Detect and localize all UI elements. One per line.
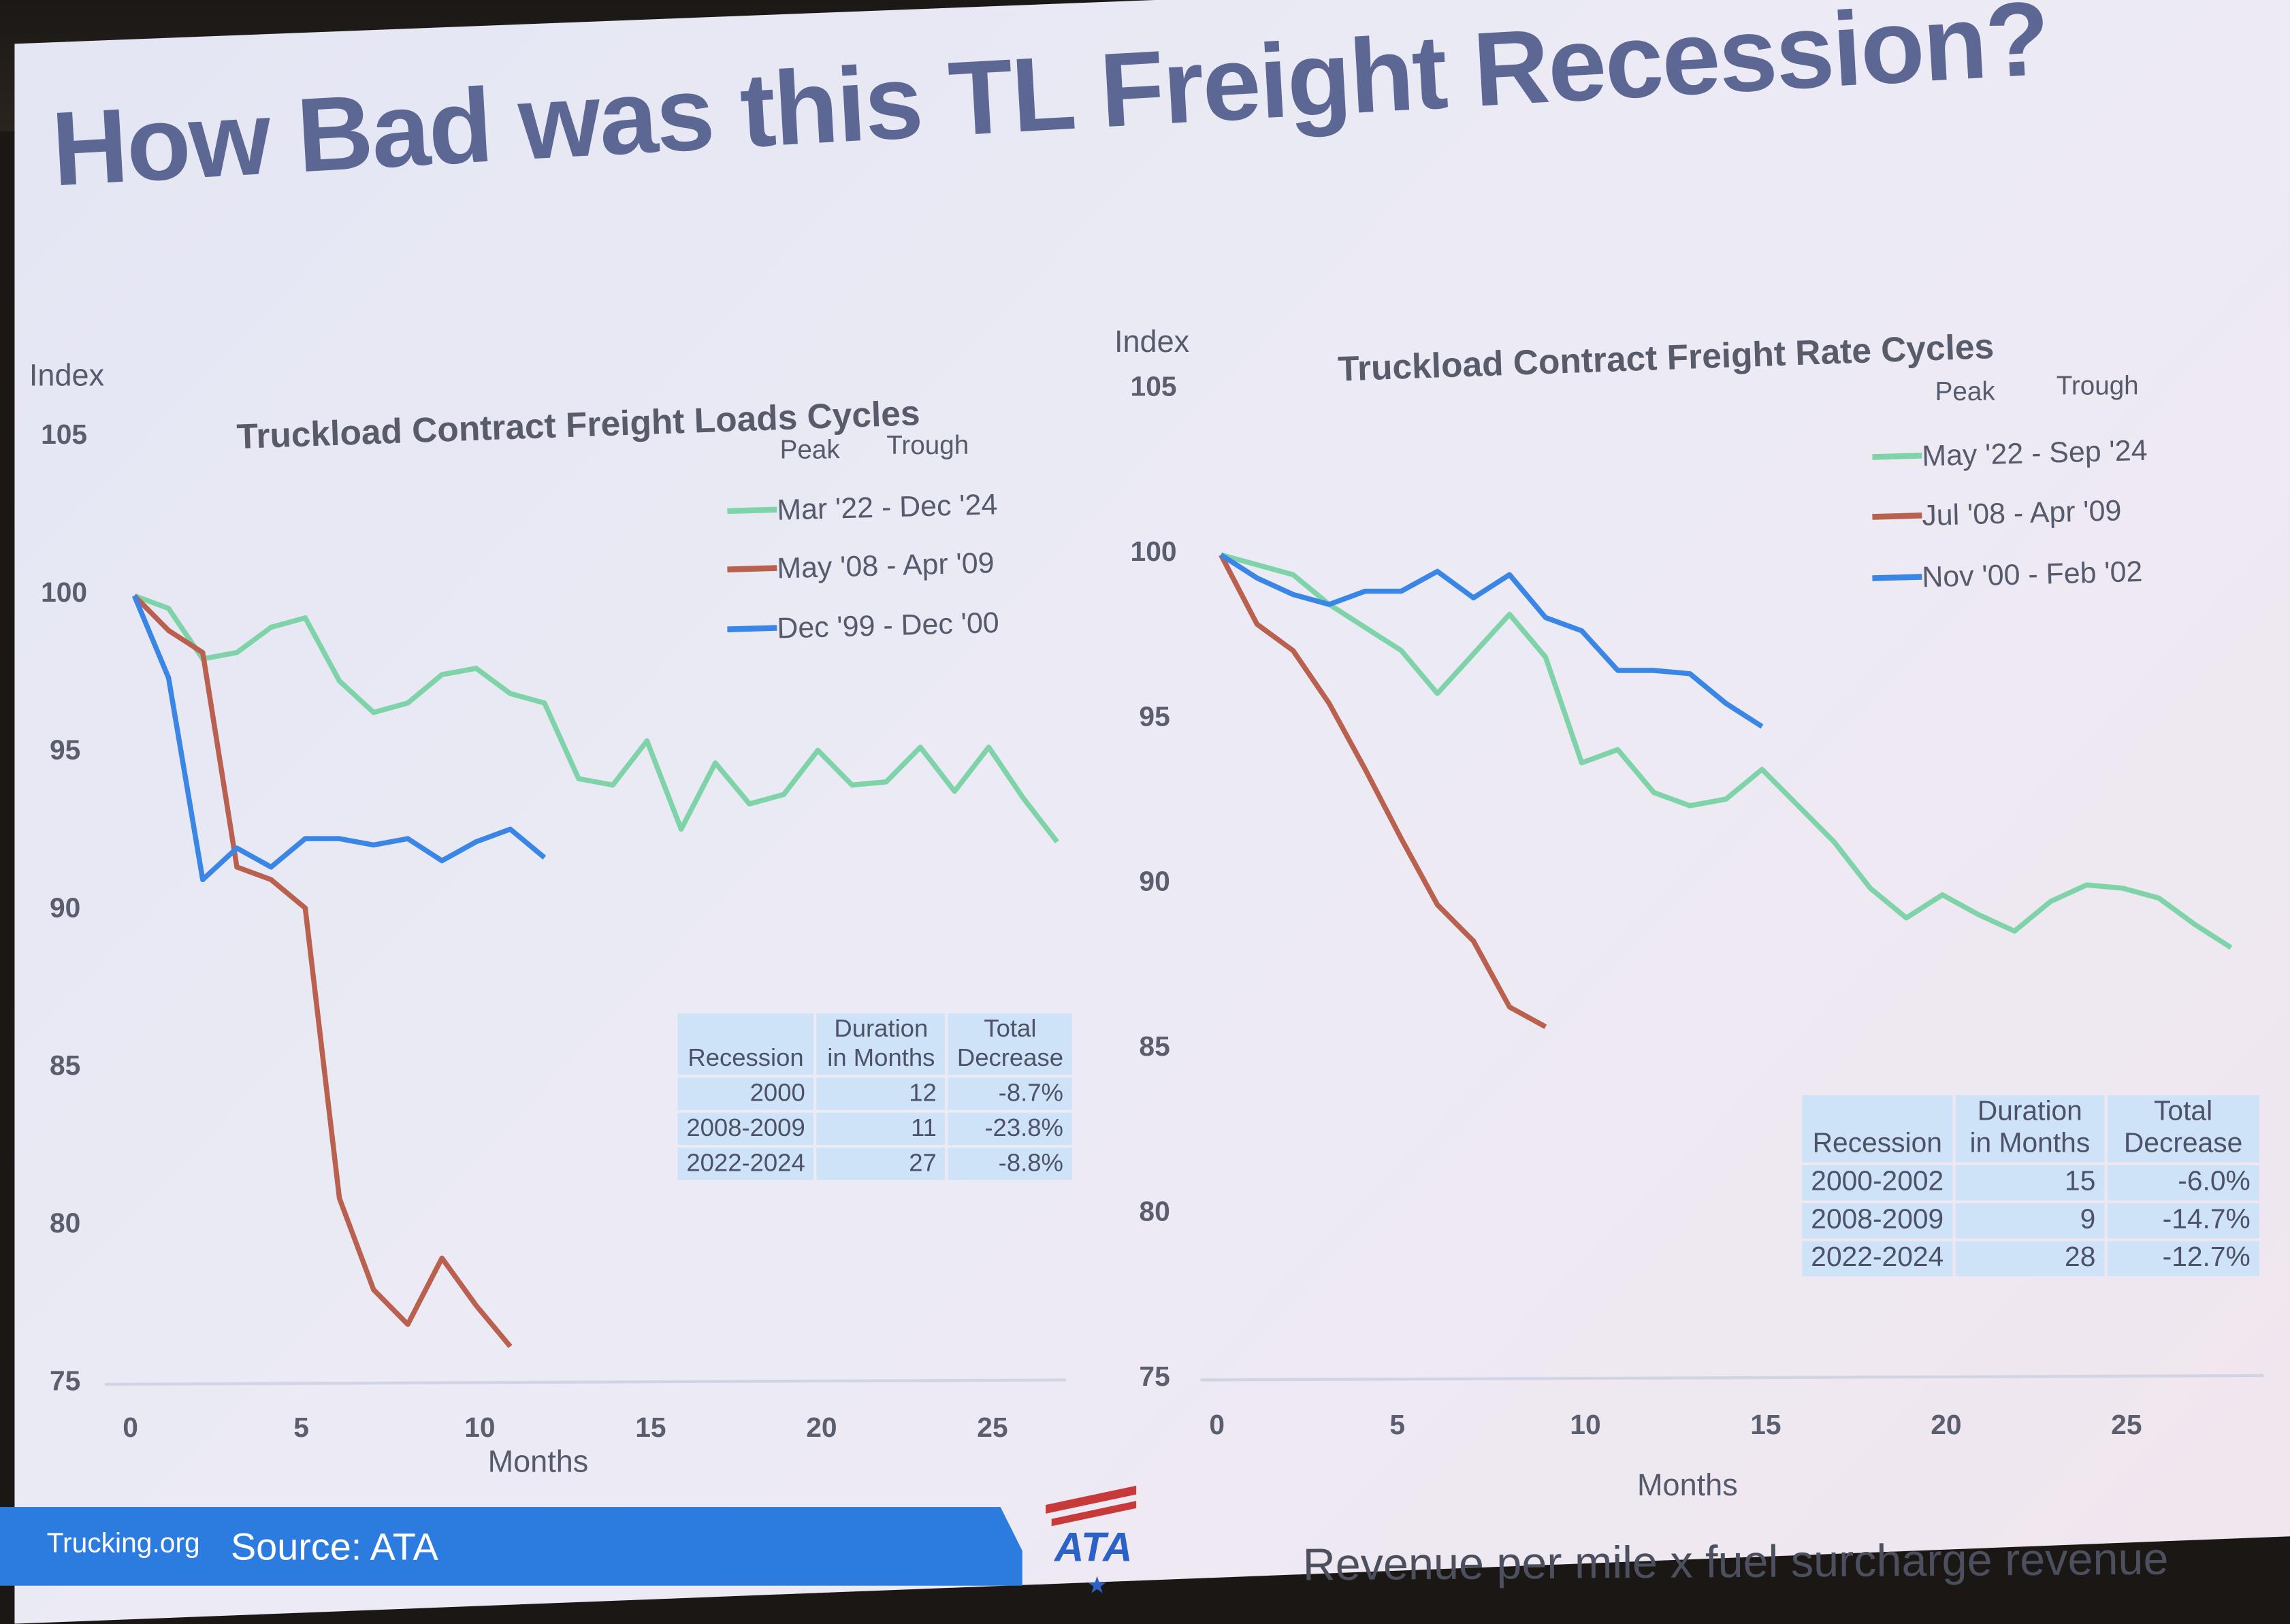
x-tick-label: 15 [1750, 1410, 1781, 1442]
legend-peak-loads: Peak [779, 435, 840, 465]
star-icon: ★ [1086, 1574, 1108, 1599]
y-tick-label: 90 [49, 893, 81, 925]
cell: 15 [1955, 1165, 2105, 1201]
y-tick-label: 90 [1139, 867, 1170, 898]
recession-table-rates: Recession Duration in Months Total Decreas… [1799, 1092, 2262, 1280]
series-line [131, 594, 547, 883]
footer-site: Trucking.org [46, 1529, 200, 1560]
cell: 2000 [677, 1077, 814, 1110]
table-row: 2008-2009 9 -14.7% [1802, 1203, 2259, 1239]
cell: 12 [816, 1077, 946, 1110]
x-axis-line [105, 1378, 1067, 1386]
table-row: 2008-2009 11 -23.8% [677, 1112, 1072, 1145]
x-axis-line [1200, 1374, 2264, 1382]
table-header: Recession [1802, 1095, 1953, 1163]
y-tick-label: 85 [49, 1051, 81, 1082]
footnote: Revenue per mile x fuel surcharge revenu… [1302, 1533, 2169, 1591]
y-tick-label: 75 [49, 1367, 81, 1398]
y-tick-label: 100 [41, 578, 88, 609]
footer-source: Source: ATA [230, 1524, 438, 1569]
legend-label: Mar '22 - Dec '24 [776, 489, 998, 527]
x-tick-label: 0 [123, 1413, 138, 1444]
table-row: 2000-2002 15 -6.0% [1802, 1165, 2259, 1201]
legend-swatch [727, 506, 777, 515]
series-line [1220, 552, 2233, 950]
cell: -6.0% [2107, 1165, 2259, 1201]
series-line [1219, 553, 1547, 1029]
footer-bar [0, 1507, 1022, 1586]
table-row: 2022-2024 28 -12.7% [1802, 1241, 2259, 1277]
x-tick-label: 5 [1389, 1410, 1406, 1442]
y-tick-label: 75 [1139, 1362, 1170, 1393]
cell: -12.7% [2107, 1241, 2259, 1277]
table-header: Duration in Months [1955, 1095, 2105, 1163]
table-row: 2022-2024 27 -8.8% [677, 1148, 1072, 1180]
legend-swatch [1872, 453, 1922, 460]
x-tick-label: 10 [464, 1413, 496, 1444]
cell: 2000-2002 [1802, 1165, 1953, 1201]
series-line [132, 594, 513, 1348]
x-tick-label: 20 [806, 1413, 837, 1444]
x-tick-label: 20 [1931, 1410, 1962, 1442]
cell: 2008-2009 [1802, 1203, 1953, 1239]
legend-swatch [1872, 513, 1922, 520]
cell: 2008-2009 [677, 1112, 814, 1145]
x-axis-label-loads: Months [487, 1445, 589, 1480]
y-tick-label: 105 [41, 420, 88, 451]
cell: 27 [816, 1148, 946, 1180]
y-tick-label: 105 [1130, 372, 1177, 404]
cell: -8.8% [948, 1148, 1072, 1180]
x-tick-label: 15 [635, 1413, 666, 1444]
cell: 11 [816, 1112, 946, 1145]
table-header: Duration in Months [816, 1013, 946, 1075]
y-tick-label: 95 [49, 736, 81, 767]
legend-label: May '22 - Sep '24 [1921, 435, 2148, 474]
legend-label: Jul '08 - Apr '09 [1921, 495, 2122, 533]
x-tick-label: 5 [293, 1413, 309, 1444]
y-tick-label: 85 [1139, 1032, 1170, 1063]
y-tick-label: 80 [1139, 1197, 1170, 1229]
series-line [133, 593, 1059, 844]
legend-swatch [727, 565, 777, 572]
y-tick-label: 95 [1139, 702, 1170, 733]
logo-text: ATA [1054, 1524, 1133, 1570]
cell: 2022-2024 [1802, 1241, 1953, 1277]
cell: 2022-2024 [677, 1148, 814, 1180]
table-header: Total Decrease [948, 1013, 1072, 1075]
legend-trough-loads: Trough [886, 430, 969, 460]
x-tick-label: 25 [977, 1413, 1008, 1444]
x-axis-label-rates: Months [1636, 1469, 1738, 1503]
cell: 28 [1955, 1241, 2105, 1277]
y-tick-label: 100 [1130, 537, 1177, 568]
legend-label: May '08 - Apr '09 [776, 547, 995, 586]
legend-trough-rates: Trough [2056, 370, 2139, 400]
y-tick-label: 80 [49, 1209, 81, 1240]
cell: -8.7% [948, 1077, 1072, 1110]
x-tick-label: 10 [1570, 1410, 1601, 1442]
series-line [1219, 553, 1764, 729]
table-header: Total Decrease [2107, 1095, 2259, 1163]
x-tick-label: 0 [1209, 1410, 1225, 1442]
recession-table-loads: Recession Duration in Months Total Decreas… [675, 1011, 1075, 1183]
x-tick-label: 25 [2111, 1410, 2142, 1442]
y-axis-label-loads: Index [29, 359, 105, 393]
y-axis-label-rates: Index [1114, 325, 1190, 359]
legend-swatch [727, 625, 777, 632]
legend-peak-rates: Peak [1935, 376, 1995, 406]
legend-swatch [1872, 574, 1922, 581]
legend-label: Nov '00 - Feb '02 [1921, 556, 2143, 595]
cell: 9 [1955, 1203, 2105, 1239]
cell: -23.8% [948, 1112, 1072, 1145]
ata-logo: ATA ★ [1046, 1485, 1148, 1601]
cell: -14.7% [2107, 1203, 2259, 1239]
table-header: Recession [677, 1013, 814, 1075]
table-row: 2000 12 -8.7% [677, 1077, 1072, 1110]
legend-label: Dec '99 - Dec '00 [776, 607, 1000, 646]
